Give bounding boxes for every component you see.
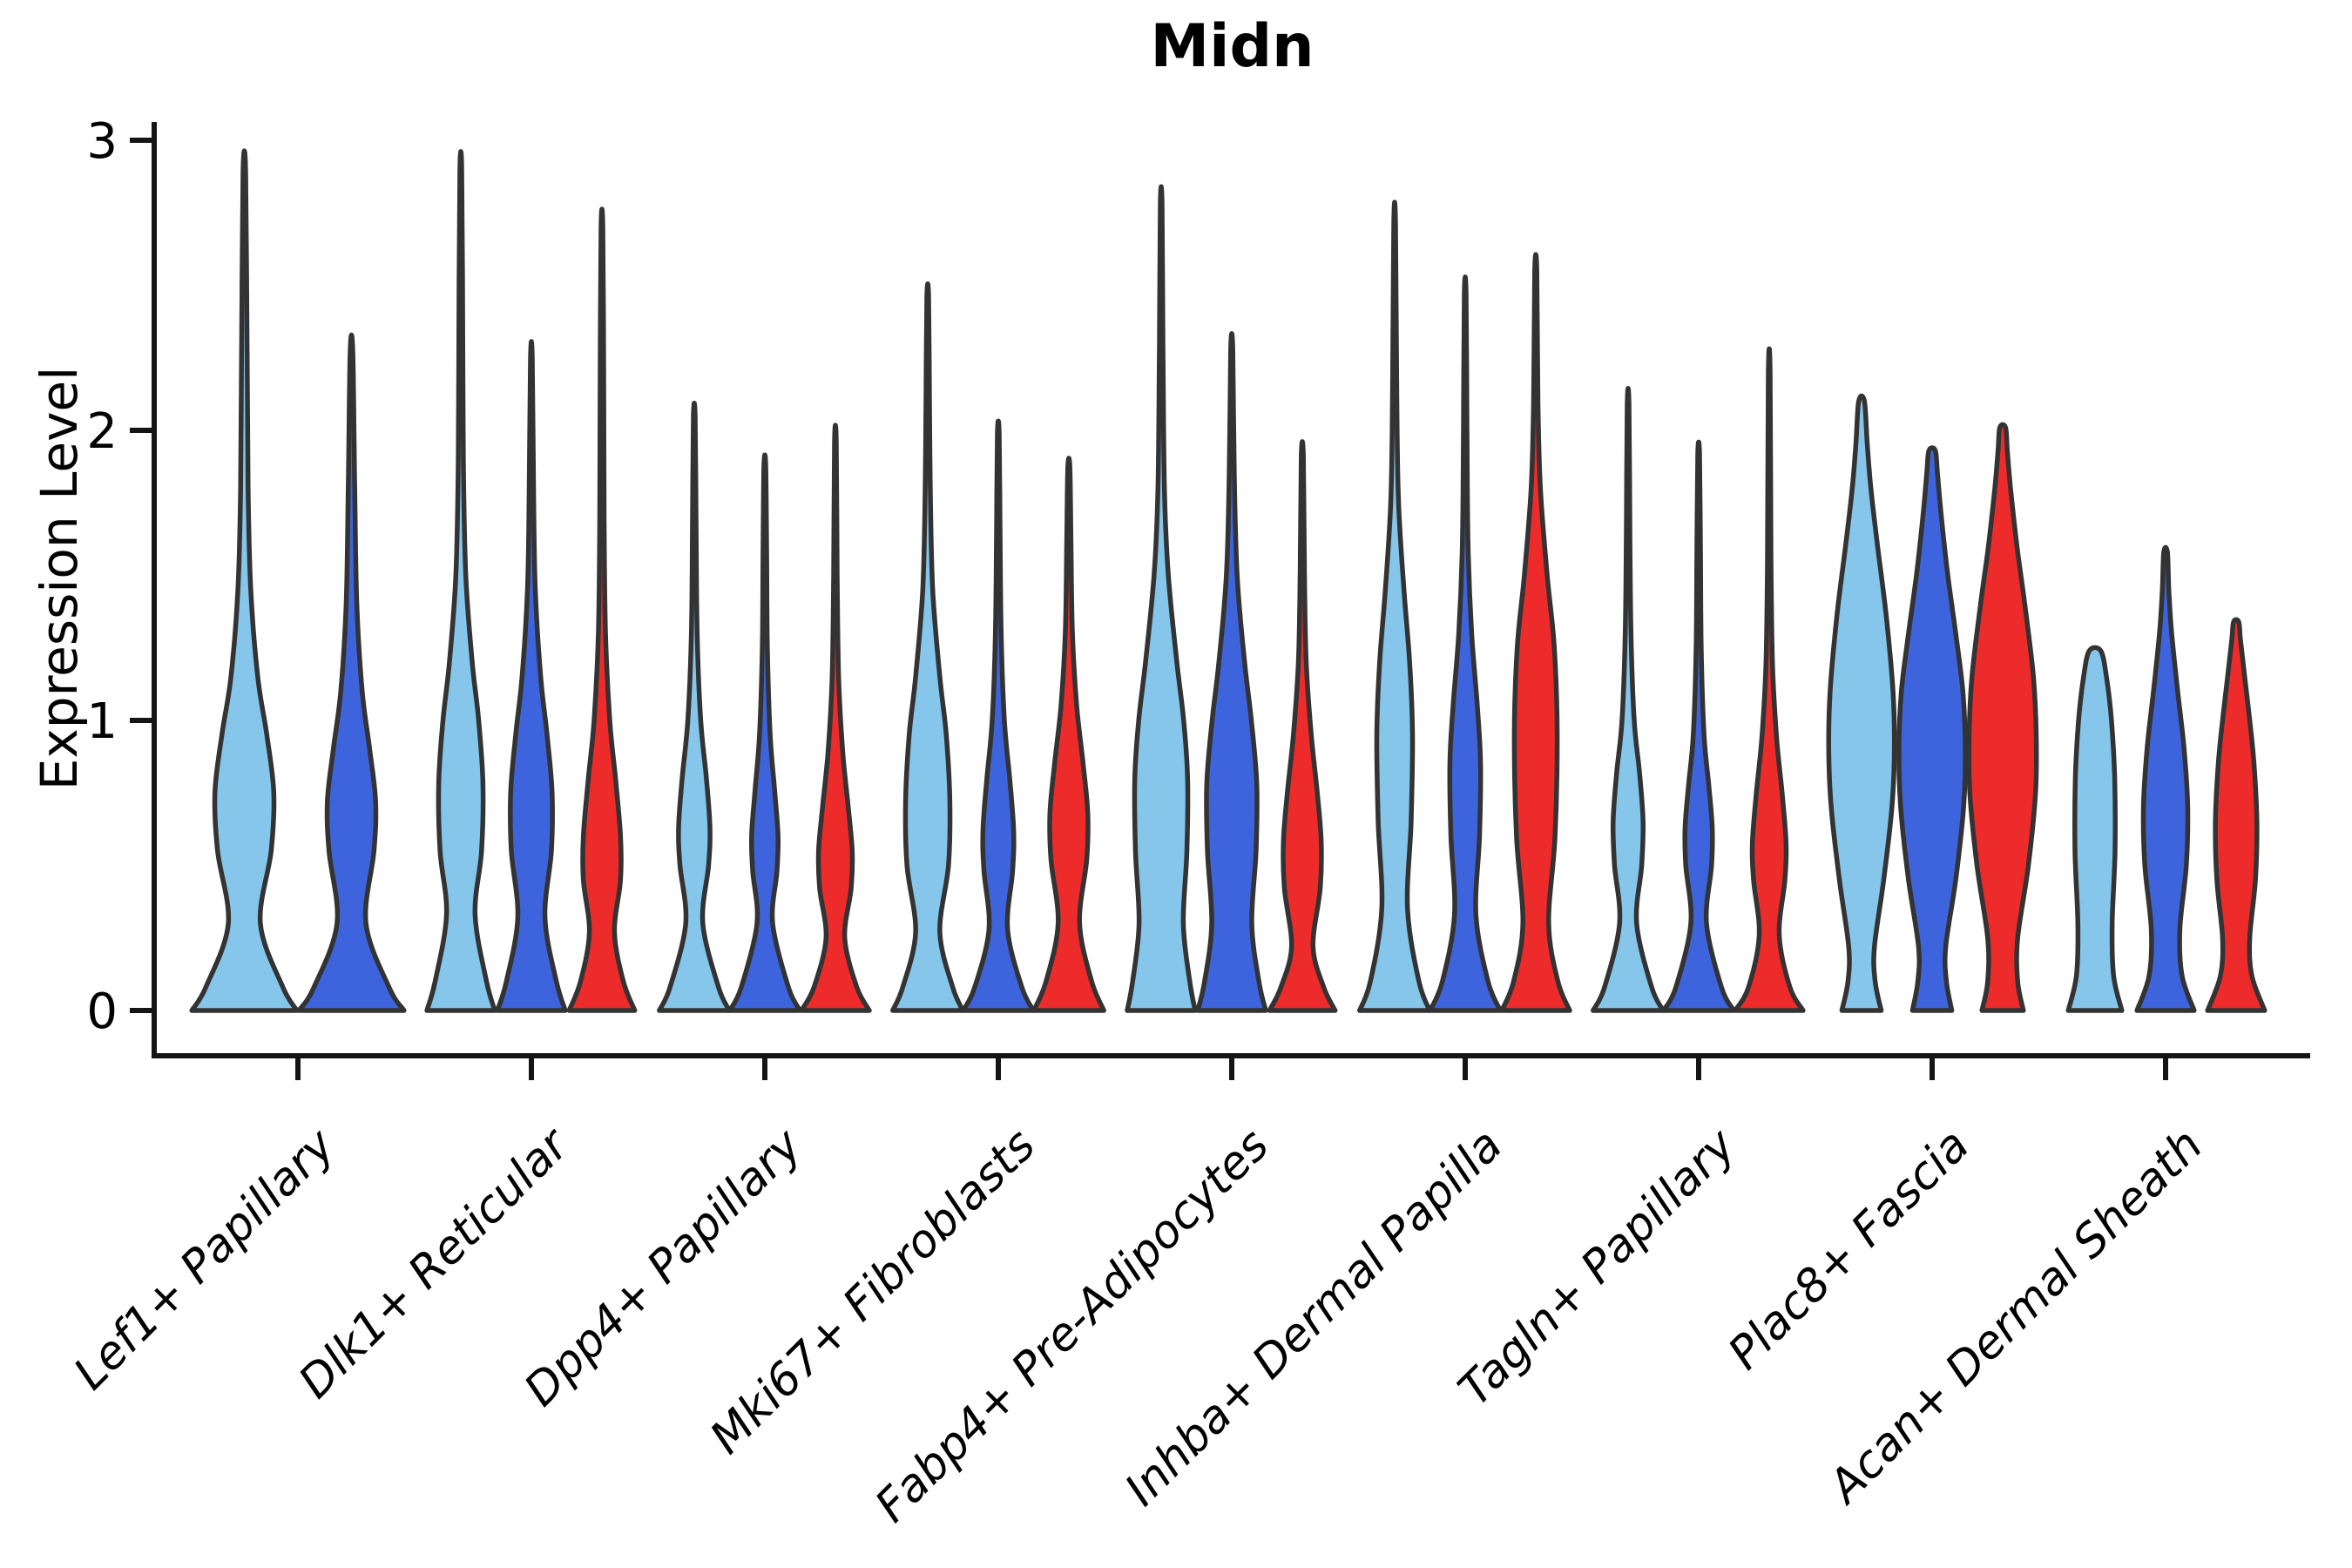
x-tick-label: Acan+ Dermal Sheath <box>1817 1119 2213 1515</box>
violin-tagln-light_blue <box>1591 385 1666 1013</box>
violin-inhba-blue <box>1428 274 1503 1013</box>
violin-tagln-blue <box>1661 439 1736 1013</box>
violin-plac8-light_blue <box>1826 393 1897 1013</box>
y-tick-label: 1 <box>86 693 118 750</box>
plot-title: Midn <box>1150 12 1315 81</box>
x-tick-label: Inhba+ Dermal Papilla <box>1115 1119 1512 1517</box>
violin-tagln-red <box>1733 346 1806 1013</box>
violin-mki67-blue <box>961 418 1036 1013</box>
violin-lef1-blue <box>296 332 407 1013</box>
violin-dlk1-blue <box>495 339 568 1013</box>
violin-inhba-light_blue <box>1357 199 1432 1013</box>
violin-dpp4-red <box>799 422 872 1013</box>
violin-mki67-light_blue <box>890 281 965 1013</box>
violin-mki67-red <box>1031 456 1106 1013</box>
violin-dpp4-light_blue <box>657 401 732 1013</box>
x-tick-label: Plac8+ Fascia <box>1719 1119 1979 1380</box>
violin-acan-blue <box>2134 544 2197 1013</box>
violin-lef1-light_blue <box>189 148 300 1013</box>
y-tick-label: 2 <box>86 403 118 460</box>
violin-acan-red <box>2205 617 2268 1013</box>
y-tick-label: 0 <box>86 983 118 1040</box>
y-tick-label: 3 <box>86 113 118 170</box>
violin-plac8-red <box>1966 422 2039 1013</box>
violin-fabp4-light_blue <box>1125 184 1198 1013</box>
violin-acan-light_blue <box>2065 645 2125 1013</box>
violin-inhba-red <box>1499 252 1572 1013</box>
x-tick-label: Fabp4+ Pre-Adipocytes <box>866 1119 1280 1533</box>
violin-fabp4-red <box>1267 439 1338 1013</box>
y-axis-label: Expression Level <box>30 366 89 791</box>
violin-dlk1-light_blue <box>424 149 497 1013</box>
violin-plac8-blue <box>1896 445 1968 1013</box>
violin-fabp4-blue <box>1195 331 1268 1013</box>
violin-dlk1-red <box>566 206 638 1013</box>
violin-dpp4-blue <box>727 452 802 1013</box>
